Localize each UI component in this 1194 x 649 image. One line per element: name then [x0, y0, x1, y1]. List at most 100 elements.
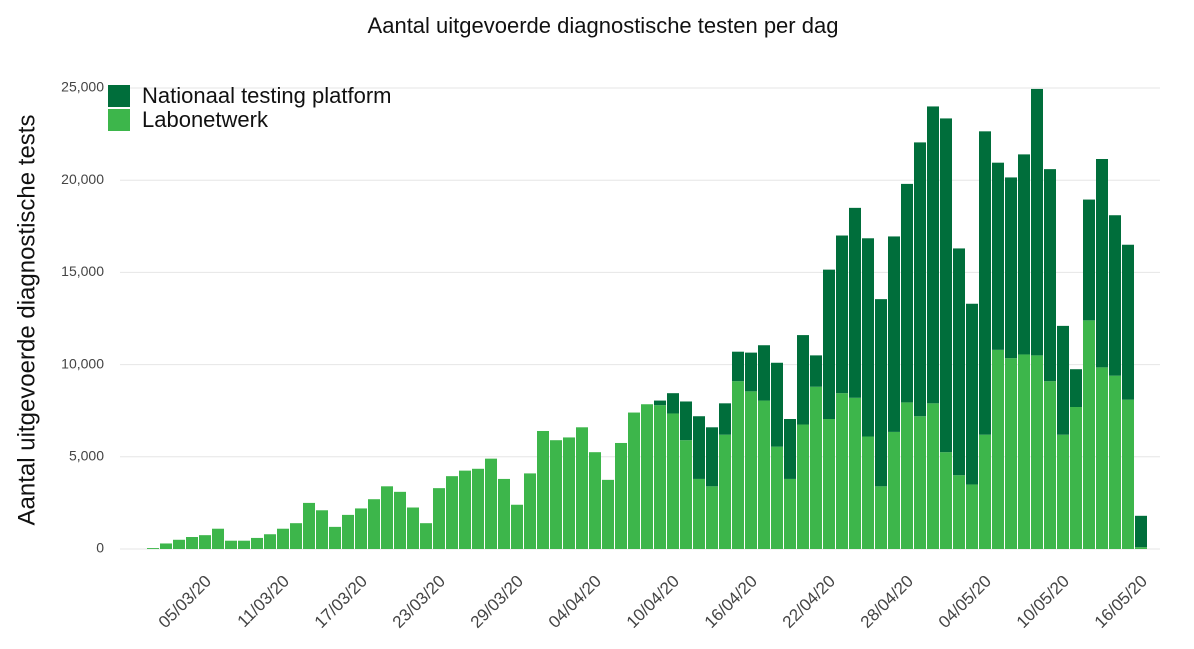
bar — [1031, 355, 1043, 549]
bar — [264, 534, 276, 549]
bar — [1018, 354, 1030, 549]
bar — [745, 352, 757, 392]
bars: 05/03/20 11/03/20 17/03/20 23/03/20 29/03/20… — [147, 88, 1151, 632]
bar — [173, 539, 185, 549]
bar — [1096, 158, 1108, 368]
bar — [992, 162, 1004, 350]
x-tick-label: 04/05/20 — [935, 572, 995, 632]
bar — [953, 248, 965, 476]
bar — [472, 468, 484, 549]
bar — [953, 475, 965, 549]
bar — [1122, 244, 1134, 400]
bar — [732, 381, 744, 549]
bar — [654, 400, 666, 406]
bar — [1122, 399, 1134, 549]
bar — [433, 488, 445, 549]
legend-label: Labonetwerk — [142, 107, 269, 132]
x-tick-label: 04/04/20 — [545, 572, 605, 632]
bar — [550, 440, 562, 549]
x-tick-label: 22/04/20 — [779, 572, 839, 632]
y-tick-label: 25,000 — [61, 79, 104, 95]
bar — [901, 183, 913, 403]
bar — [667, 413, 679, 549]
bar — [225, 540, 237, 549]
bar — [316, 510, 328, 549]
bar — [446, 476, 458, 549]
bar — [290, 523, 302, 549]
bar — [784, 418, 796, 479]
x-tick-label: 16/05/20 — [1091, 572, 1151, 632]
bar — [329, 526, 341, 549]
bar — [1070, 407, 1082, 549]
bar — [836, 235, 848, 394]
bar — [511, 504, 523, 549]
y-tick-label: 0 — [96, 540, 104, 556]
bar — [199, 535, 211, 549]
bar — [771, 446, 783, 549]
bar — [979, 434, 991, 549]
x-tick-label: 16/04/20 — [701, 572, 761, 632]
x-tick-label: 17/03/20 — [311, 572, 371, 632]
bar — [537, 430, 549, 549]
bar — [680, 401, 692, 441]
bar — [589, 452, 601, 549]
bar — [940, 452, 952, 549]
bar — [693, 478, 705, 549]
bar — [628, 412, 640, 549]
bar — [654, 405, 666, 549]
bar — [667, 393, 679, 414]
bar — [823, 418, 835, 549]
bar — [1070, 369, 1082, 408]
bar — [862, 238, 874, 437]
bar — [823, 269, 835, 419]
bar — [277, 528, 289, 549]
bar — [680, 440, 692, 549]
bar — [875, 486, 887, 549]
y-tick-label: 20,000 — [61, 171, 104, 187]
bar — [1018, 154, 1030, 355]
y-axis-title: Aantal uitgevoerde diagnostische tests — [13, 115, 40, 526]
bar — [342, 514, 354, 549]
bar — [927, 106, 939, 404]
bar — [212, 528, 224, 549]
x-tick-label: 11/03/20 — [234, 572, 293, 631]
bar — [810, 386, 822, 549]
bar — [160, 543, 172, 549]
bar — [368, 499, 380, 549]
bar — [251, 537, 263, 549]
bar — [1044, 169, 1056, 382]
bar — [810, 355, 822, 387]
bar — [1135, 515, 1147, 548]
bar — [914, 142, 926, 417]
y-tick-label: 15,000 — [61, 263, 104, 279]
bar — [147, 548, 159, 549]
bar — [732, 351, 744, 382]
bar — [693, 416, 705, 479]
bar — [238, 540, 250, 549]
x-tick-label: 05/03/20 — [155, 572, 215, 632]
x-tick-label: 28/04/20 — [857, 572, 917, 632]
bar — [758, 345, 770, 401]
bar — [1083, 320, 1095, 549]
bar — [797, 424, 809, 549]
bar — [888, 236, 900, 432]
bar — [966, 303, 978, 485]
bar — [576, 427, 588, 549]
bar — [797, 335, 809, 425]
bar — [394, 491, 406, 549]
bar — [563, 437, 575, 549]
bar — [1005, 177, 1017, 359]
bar — [784, 478, 796, 549]
bar — [966, 484, 978, 549]
bar — [771, 362, 783, 447]
bar — [485, 458, 497, 549]
bar — [459, 470, 471, 549]
bar — [615, 442, 627, 549]
bar — [888, 431, 900, 549]
y-tick-label: 5,000 — [69, 448, 104, 464]
bar — [836, 393, 848, 549]
bar — [1005, 358, 1017, 549]
bar — [914, 416, 926, 549]
chart-title: Aantal uitgevoerde diagnostische testen … — [368, 13, 839, 38]
